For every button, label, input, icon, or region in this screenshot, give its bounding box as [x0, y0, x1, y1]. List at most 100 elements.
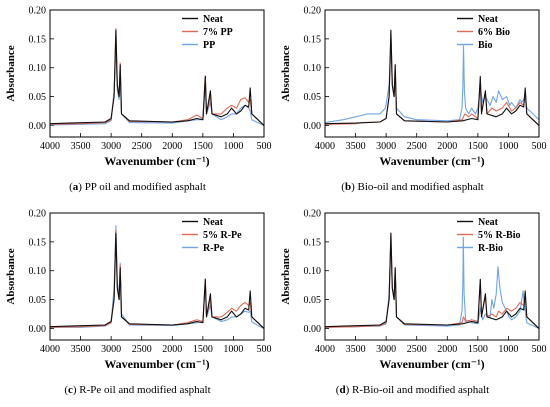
legend-label: Neat [203, 14, 224, 25]
y-axis-label: Absorbance [280, 248, 292, 304]
series-line-neat [325, 232, 539, 329]
panel-c: 0.00 0.05 0.10 0.15 0.20 4000 3500 3000 2500 2000… [0, 203, 275, 406]
x-tick-label: 2000 [162, 141, 182, 152]
legend-label: 7% PP [203, 27, 233, 38]
x-tick-label: 500 [257, 344, 272, 355]
x-tick-label: 3000 [101, 141, 121, 152]
x-tick-label: 1000 [223, 344, 243, 355]
caption-text: Bio-oil and modified asphalt [357, 181, 484, 193]
caption-letter: d [339, 384, 346, 396]
series-line-r-pe [50, 225, 264, 329]
chart-svg-d: 0.00 0.05 0.10 0.15 0.20 4000 3500 3000 2500 2000… [280, 209, 547, 372]
caption-text: PP oil and modified asphalt [84, 181, 206, 193]
x-tick-label: 1500 [468, 344, 488, 355]
legend-label: R-Pe [203, 243, 225, 254]
x-tick-label: 1500 [193, 141, 213, 152]
caption-letter: a [72, 181, 79, 193]
x-tick-label: 1500 [468, 141, 488, 152]
x-tick-label: 2000 [437, 141, 457, 152]
caption-text: R-Bio-oil and modified asphalt [352, 384, 490, 396]
series-line-6-bio [325, 32, 539, 126]
chart-svg-a: 0.00 0.05 0.10 0.15 0.20 4000 3500 3000 2500 2000… [5, 6, 272, 169]
y-tick-label: 0.15 [304, 34, 322, 45]
x-tick-label: 3000 [101, 344, 121, 355]
y-tick-label: 0.15 [29, 34, 47, 45]
x-tick-label: 500 [257, 141, 272, 152]
legend-label: 6% Bio [478, 27, 510, 38]
caption-text: R-Pe oil and modified asphalt [79, 384, 211, 396]
plot-frame [49, 9, 265, 138]
y-tick-label: 0.10 [29, 266, 47, 277]
y-tick-label: 0.05 [304, 92, 322, 103]
x-tick-label: 4000 [315, 344, 335, 355]
legend-label: Neat [478, 217, 499, 228]
x-tick-label: 1000 [498, 344, 518, 355]
caption-letter: c [67, 384, 73, 396]
legend-label: Neat [203, 217, 224, 228]
x-tick-label: 2500 [407, 141, 427, 152]
x-tick-label: 3500 [346, 141, 366, 152]
x-tick-label: 2000 [437, 344, 457, 355]
y-tick-label: 0.00 [304, 324, 322, 335]
x-tick-label: 1500 [193, 344, 213, 355]
y-axis-label: Absorbance [5, 45, 17, 101]
x-tick-label: 500 [532, 141, 547, 152]
y-tick-label: 0.05 [29, 295, 47, 306]
y-axis-label: Absorbance [5, 248, 17, 304]
legend-label: R-Bio [478, 243, 503, 254]
x-tick-label: 3000 [376, 141, 396, 152]
series-line-r-bio [325, 236, 539, 329]
series-line-neat [50, 232, 264, 329]
x-axis-label: Wavenumber (cm⁻¹) [104, 154, 209, 168]
series-line-7-pp [50, 27, 264, 126]
x-axis-label: Wavenumber (cm⁻¹) [379, 357, 484, 371]
series-line-5-r-pe [50, 229, 264, 329]
y-tick-label: 0.15 [29, 237, 47, 248]
panel-b: 0.00 0.05 0.10 0.15 0.20 4000 3500 3000 2500 2000… [275, 0, 550, 203]
y-tick-label: 0.00 [304, 121, 322, 132]
series-line-5-r-bio [325, 232, 539, 329]
legend-label: 5% R-Pe [203, 230, 242, 241]
x-tick-label: 3000 [376, 344, 396, 355]
x-tick-label: 1000 [223, 141, 243, 152]
x-tick-label: 2000 [162, 344, 182, 355]
x-tick-label: 2500 [132, 141, 152, 152]
legend-label: Bio [478, 40, 492, 51]
y-tick-label: 0.10 [304, 266, 322, 277]
series-line-neat [50, 29, 264, 126]
y-tick-label: 0.20 [304, 209, 322, 220]
series-line-pp [50, 44, 264, 126]
series-line-neat [325, 29, 539, 126]
y-tick-label: 0.05 [304, 295, 322, 306]
x-tick-label: 3500 [71, 141, 91, 152]
legend-label: PP [203, 40, 215, 51]
y-tick-label: 0.20 [304, 6, 322, 17]
plot-frame [49, 212, 265, 341]
caption-d: (d) R-Bio-oil and modified asphalt [335, 384, 490, 396]
caption-a: (a) PP oil and modified asphalt [69, 181, 206, 193]
x-tick-label: 4000 [40, 344, 60, 355]
x-tick-label: 1000 [498, 141, 518, 152]
y-tick-label: 0.10 [304, 63, 322, 74]
x-tick-label: 4000 [40, 141, 60, 152]
caption-c: (c) R-Pe oil and modified asphalt [64, 384, 211, 396]
legend-label: 5% R-Bio [478, 230, 521, 241]
plot-frame [324, 9, 540, 138]
panel-d: 0.00 0.05 0.10 0.15 0.20 4000 3500 3000 2500 2000… [275, 203, 550, 406]
y-tick-label: 0.00 [29, 324, 47, 335]
chart-svg-b: 0.00 0.05 0.10 0.15 0.20 4000 3500 3000 2500 2000… [280, 6, 547, 169]
plot-frame [324, 212, 540, 341]
y-tick-label: 0.20 [29, 209, 47, 220]
x-tick-label: 2500 [132, 344, 152, 355]
y-tick-label: 0.10 [29, 63, 47, 74]
caption-b: (b) Bio-oil and modified asphalt [341, 181, 484, 193]
x-tick-label: 3500 [346, 344, 366, 355]
x-tick-label: 500 [532, 344, 547, 355]
y-tick-label: 0.15 [304, 237, 322, 248]
legend-label: Neat [478, 14, 499, 25]
y-tick-label: 0.05 [29, 92, 47, 103]
y-tick-label: 0.00 [29, 121, 47, 132]
x-tick-label: 4000 [315, 141, 335, 152]
x-tick-label: 3500 [71, 344, 91, 355]
